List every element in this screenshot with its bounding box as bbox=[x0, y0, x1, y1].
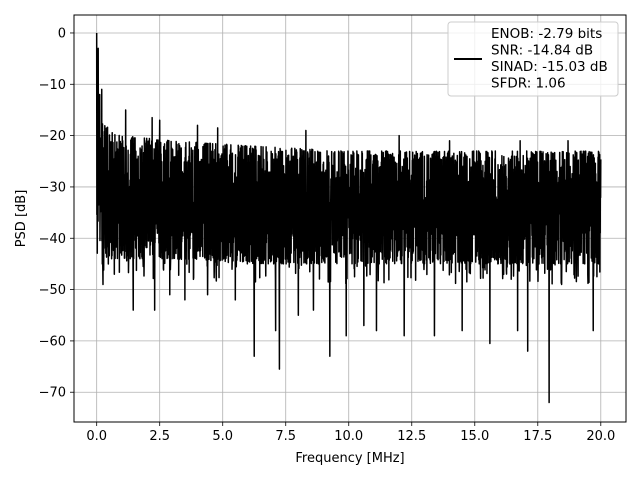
y-tick-label: −20 bbox=[39, 129, 66, 144]
x-tick-label: 0.0 bbox=[86, 429, 107, 444]
y-tick-label: −60 bbox=[39, 334, 66, 349]
y-tick-label: −40 bbox=[39, 232, 66, 247]
y-tick-label: −70 bbox=[39, 386, 66, 401]
x-tick-label: 15.0 bbox=[460, 429, 489, 444]
legend-sinad: SINAD: -15.03 dB bbox=[491, 59, 608, 75]
x-tick-label: 17.5 bbox=[523, 429, 552, 444]
psd-line bbox=[95, 32, 602, 404]
x-tick-label: 20.0 bbox=[586, 429, 615, 444]
legend-enob: ENOB: -2.79 bits bbox=[491, 26, 602, 42]
y-tick-label: −50 bbox=[39, 283, 66, 298]
plot-frame bbox=[73, 14, 627, 423]
legend-box bbox=[447, 21, 619, 97]
psd-series bbox=[95, 32, 602, 404]
x-tick-label: 5.0 bbox=[212, 429, 233, 444]
x-axis-label: Frequency [MHz] bbox=[295, 451, 404, 466]
y-tick-label: 0 bbox=[58, 26, 66, 41]
x-axis-ticks: 0.0 2.5 5.0 7.5 10.0 12.5 15.0 17.5 20.0 bbox=[86, 422, 615, 444]
y-tick-label: −10 bbox=[39, 78, 66, 93]
legend-sfdr: SFDR: 1.06 bbox=[491, 76, 566, 92]
y-axis-ticks: 0 −10 −20 −30 −40 −50 −60 −70 bbox=[39, 26, 74, 401]
x-tick-label: 7.5 bbox=[275, 429, 296, 444]
legend-snr: SNR: -14.84 dB bbox=[491, 43, 593, 59]
x-tick-label: 12.5 bbox=[397, 429, 426, 444]
x-tick-label: 2.5 bbox=[149, 429, 170, 444]
legend: ENOB: -2.79 bits SNR: -14.84 dB SINAD: -… bbox=[447, 21, 619, 97]
x-tick-label: 10.0 bbox=[334, 429, 363, 444]
y-tick-label: −30 bbox=[39, 180, 66, 195]
y-axis-label: PSD [dB] bbox=[14, 190, 29, 248]
